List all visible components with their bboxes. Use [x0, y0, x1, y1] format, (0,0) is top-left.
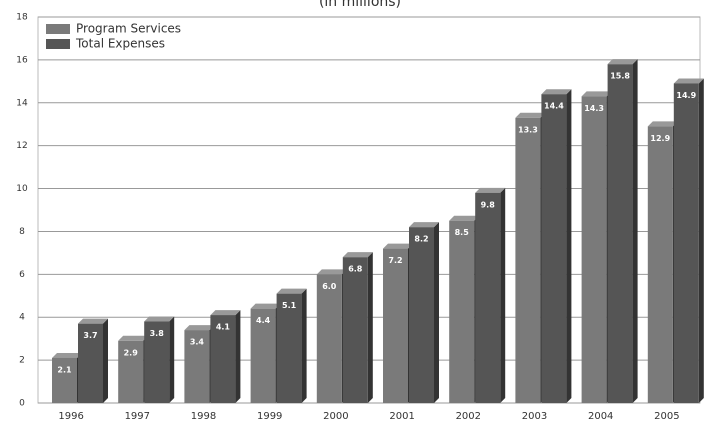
- x-tick-label: 2004: [588, 411, 613, 422]
- x-tick-label: 1998: [191, 411, 216, 422]
- bar: [316, 274, 342, 403]
- bar-side: [434, 222, 439, 403]
- bar-side: [698, 78, 704, 403]
- value-label: 14.9: [676, 91, 696, 100]
- x-tick-label: 1997: [125, 411, 150, 422]
- bar-top: [144, 316, 175, 322]
- bar: [144, 321, 170, 403]
- x-tick-label: 2002: [456, 411, 481, 422]
- y-tick-label: 4: [19, 313, 25, 323]
- legend-swatch: [46, 39, 70, 49]
- bar-top: [118, 335, 149, 341]
- bar-top: [383, 243, 413, 249]
- y-tick-label: 16: [16, 55, 28, 65]
- bar: [118, 340, 144, 403]
- bar: [383, 248, 408, 403]
- bar: [475, 192, 501, 403]
- legend-swatch: [46, 24, 70, 34]
- value-label: 2.9: [124, 348, 139, 357]
- legend-label: Total Expenses: [75, 37, 165, 51]
- bar-side: [566, 89, 572, 403]
- bar: [409, 227, 434, 403]
- bar: [673, 83, 699, 403]
- x-tick-label: 2001: [389, 411, 414, 422]
- value-label: 12.9: [650, 134, 670, 143]
- bar: [78, 323, 103, 403]
- bar-top: [647, 121, 678, 127]
- bar: [342, 257, 368, 403]
- bar: [541, 94, 567, 403]
- bar-side: [169, 316, 175, 403]
- bar: [276, 293, 302, 403]
- bar: [210, 315, 236, 403]
- chart-title: (in millions): [319, 0, 401, 10]
- bar-side: [103, 318, 108, 403]
- bar-side: [301, 288, 307, 403]
- x-tick-label: 2000: [323, 411, 348, 422]
- value-label: 3.8: [150, 329, 165, 338]
- bar-top: [276, 288, 307, 294]
- value-label: 6.8: [348, 265, 363, 274]
- bar: [52, 357, 77, 403]
- bar-top: [515, 112, 546, 118]
- value-label: 4.4: [256, 316, 271, 325]
- value-label: 8.2: [414, 235, 428, 244]
- y-tick-label: 18: [16, 13, 28, 23]
- bar: [647, 126, 673, 403]
- bar: [515, 117, 541, 404]
- bar: [581, 96, 607, 403]
- value-label: 8.5: [455, 228, 470, 237]
- value-label: 9.8: [481, 200, 496, 209]
- value-label: 13.3: [518, 125, 538, 134]
- bar-top: [475, 187, 506, 193]
- bar-top: [316, 269, 347, 275]
- bar-top: [210, 310, 241, 316]
- bar-side: [235, 310, 241, 403]
- y-tick-label: 8: [19, 227, 25, 237]
- x-tick-label: 2005: [654, 411, 679, 422]
- bar: [607, 64, 633, 403]
- bar-top: [449, 215, 480, 221]
- value-label: 4.1: [216, 323, 231, 332]
- value-label: 14.3: [584, 104, 604, 113]
- bar-top: [342, 252, 373, 258]
- bar-side: [500, 187, 506, 403]
- bar: [449, 220, 475, 403]
- y-tick-label: 10: [16, 184, 28, 194]
- y-tick-label: 2: [19, 356, 25, 366]
- value-label: 14.4: [544, 102, 564, 111]
- value-label: 15.8: [610, 72, 630, 81]
- bar: [250, 308, 276, 403]
- value-label: 3.4: [190, 338, 205, 347]
- bar-top: [250, 303, 281, 309]
- bar-top: [52, 352, 82, 358]
- bar-top: [78, 318, 108, 324]
- value-label: 2.1: [57, 365, 72, 374]
- value-label: 7.2: [388, 256, 402, 265]
- bar-top: [607, 59, 638, 65]
- bar-top: [184, 325, 215, 331]
- bar-top: [409, 222, 439, 228]
- y-tick-label: 6: [19, 270, 25, 280]
- bar-side: [632, 59, 638, 404]
- y-tick-label: 0: [19, 399, 25, 409]
- value-label: 3.7: [83, 331, 97, 340]
- x-tick-label: 2003: [522, 411, 547, 422]
- value-label: 6.0: [322, 282, 337, 291]
- y-tick-label: 14: [16, 98, 28, 108]
- bar: [184, 330, 210, 403]
- bar-side: [367, 252, 373, 403]
- x-tick-label: 1999: [257, 411, 282, 422]
- bar-top: [673, 78, 704, 84]
- bar-top: [541, 89, 572, 95]
- value-label: 5.1: [282, 301, 297, 310]
- x-tick-label: 1996: [58, 411, 83, 422]
- bar-top: [581, 91, 612, 97]
- y-tick-label: 12: [16, 141, 27, 151]
- legend-label: Program Services: [76, 22, 181, 36]
